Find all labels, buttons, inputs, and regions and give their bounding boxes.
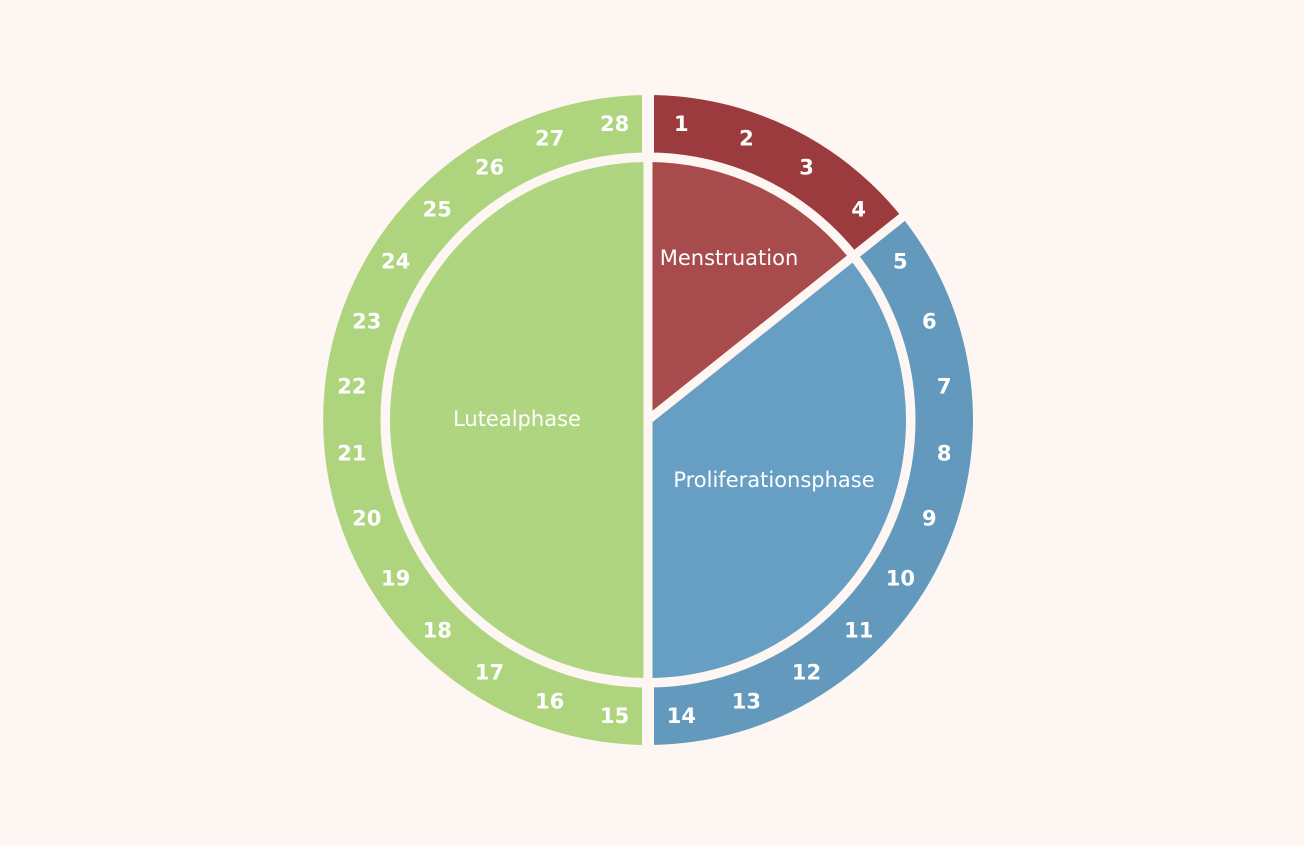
day-label-11: 11 <box>844 619 873 643</box>
phase-label-menstruation: Menstruation <box>660 246 799 270</box>
phase-labels: Menstruation Proliferationsphase Lutealpha… <box>453 246 875 492</box>
day-label-9: 9 <box>922 506 937 530</box>
day-label-1: 1 <box>674 112 689 136</box>
day-label-15: 15 <box>600 704 629 728</box>
day-label-16: 16 <box>535 689 564 713</box>
day-label-13: 13 <box>732 689 761 713</box>
pie-divider <box>645 254 855 424</box>
phase-label-luteal: Lutealphase <box>453 407 581 431</box>
day-label-3: 3 <box>799 156 814 180</box>
day-label-4: 4 <box>851 197 866 221</box>
day-label-18: 18 <box>423 619 452 643</box>
pie-segment-luteal <box>390 162 648 678</box>
day-label-2: 2 <box>739 127 754 151</box>
day-label-8: 8 <box>937 441 952 465</box>
day-label-20: 20 <box>352 506 381 530</box>
day-label-14: 14 <box>667 704 696 728</box>
day-label-25: 25 <box>423 197 452 221</box>
pie-segment-menstruation <box>648 162 850 420</box>
day-label-22: 22 <box>337 375 366 399</box>
day-label-28: 28 <box>600 112 629 136</box>
ring-segment-luteal <box>323 95 648 745</box>
day-label-23: 23 <box>352 310 381 334</box>
phase-label-proliferation: Proliferationsphase <box>673 468 874 492</box>
ring-segment-menstruation <box>648 95 903 254</box>
day-label-10: 10 <box>886 567 915 591</box>
day-labels: 1234567891011121314151617181920212223242… <box>337 112 951 728</box>
day-label-24: 24 <box>381 249 410 273</box>
pie-segment-proliferation <box>648 259 906 678</box>
outer-day-ring <box>323 93 973 747</box>
ring-divider <box>852 212 907 259</box>
day-label-6: 6 <box>922 310 937 334</box>
ring-separator <box>380 152 916 688</box>
day-label-21: 21 <box>337 441 366 465</box>
day-label-5: 5 <box>893 249 908 273</box>
day-label-26: 26 <box>475 156 504 180</box>
day-label-7: 7 <box>937 375 952 399</box>
ring-segment-proliferation <box>648 217 973 745</box>
day-label-12: 12 <box>792 660 821 684</box>
day-label-17: 17 <box>475 660 504 684</box>
day-label-27: 27 <box>535 127 564 151</box>
inner-phase-pie <box>390 160 906 680</box>
day-label-19: 19 <box>381 567 410 591</box>
